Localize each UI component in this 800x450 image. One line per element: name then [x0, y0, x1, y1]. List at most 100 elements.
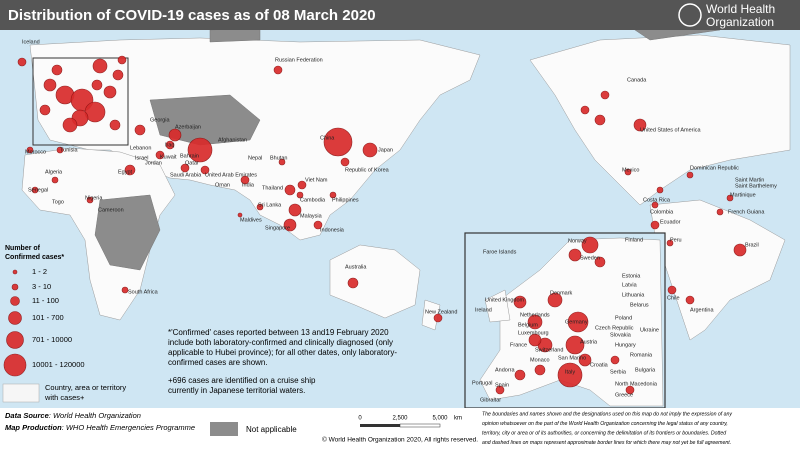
case-bubble: [557, 362, 583, 388]
case-bubble: [513, 295, 527, 309]
title: Distribution of COVID-19 cases as of 08 …: [8, 7, 376, 24]
case-bubble: [433, 313, 443, 323]
case-bubble: [624, 168, 632, 176]
scale-bar: 0 2,500 5,000 km: [358, 416, 462, 428]
country-label: Romania: [630, 352, 653, 358]
case-bubble: [124, 164, 136, 176]
legend-title: Confirmed cases*: [5, 254, 64, 261]
legend-text: Country, area or territory: [45, 383, 126, 392]
case-bubble: [633, 118, 647, 132]
inset-land: [484, 289, 511, 323]
legend-item: 10001 - 120000: [32, 360, 85, 369]
case-bubble: [43, 78, 57, 92]
country-label: United Kingdom: [485, 297, 525, 303]
case-bubble: [91, 79, 103, 91]
country-label: Kuwait: [160, 154, 177, 160]
country-label: Iceland: [22, 39, 40, 45]
country-label: Malaysia: [300, 213, 323, 219]
legend-bubble: [11, 283, 19, 291]
country-label: Algeria: [45, 169, 63, 175]
country-label: Slovakia: [610, 332, 632, 338]
country-label: Canada: [627, 77, 647, 83]
country-label: Ecuador: [660, 219, 681, 225]
case-bubble: [180, 163, 190, 173]
country-label: India: [242, 182, 255, 188]
country-label: United Arab Emirates: [205, 172, 257, 178]
country-label: Qatar: [185, 160, 199, 166]
inset-labels: Faroe Islands Norway Sweden Finland Estonia L…: [472, 236, 659, 403]
case-bubble: [237, 212, 243, 218]
country-label: Japan: [378, 147, 393, 153]
case-bubble: [610, 355, 620, 365]
org-name: Organization: [706, 15, 774, 29]
case-bubble: [726, 194, 734, 202]
disclaimer-line: territory, city or area or of its author…: [482, 430, 727, 436]
country-label: Ukraine: [640, 327, 659, 333]
country-label: Sri Lanka: [258, 202, 282, 208]
legend-bubble: [3, 353, 27, 377]
case-bubble: [187, 137, 213, 163]
country-label: Bulgaria: [635, 367, 656, 373]
case-bubble: [323, 127, 353, 157]
country-label: Faroe Islands: [483, 249, 517, 255]
case-bubble: [273, 65, 283, 75]
case-bubble: [329, 191, 337, 199]
case-bubble: [650, 220, 660, 230]
country-label: Saudi Arabia: [170, 172, 202, 178]
case-bubble: [51, 176, 59, 184]
case-bubble: [112, 69, 124, 81]
case-bubble: [117, 55, 127, 65]
legend-item: 3 - 10: [32, 282, 51, 291]
country-label: Lebanon: [130, 145, 151, 151]
country-label: Philippines: [332, 197, 359, 203]
legend-bubble: [6, 331, 24, 349]
country-label: Russian Federation: [275, 57, 323, 63]
country-label: Switzerland: [535, 347, 563, 353]
note-text: +696 cases are identified on a cruise sh…: [168, 376, 316, 385]
legend-bubble: [12, 269, 18, 275]
case-bubble: [256, 203, 264, 211]
country-label: Colombia: [650, 209, 674, 215]
case-bubble: [716, 208, 724, 216]
case-bubble: [340, 157, 350, 167]
case-bubble: [581, 236, 599, 254]
case-bubble: [240, 175, 250, 185]
case-bubble: [600, 90, 610, 100]
country-label: Senegal: [28, 187, 48, 193]
country-label: Monaco: [530, 357, 550, 363]
legend-items: 1 - 2 3 - 10 11 - 100 101 - 700 701 - 10000 1…: [3, 267, 85, 377]
case-bubble: [56, 146, 64, 154]
legend: Number of Confirmed cases* 1 - 2 3 - 10 11…: [2, 245, 126, 403]
case-bubble: [51, 64, 63, 76]
country-label: Germany: [565, 319, 588, 325]
country-label: Sweden: [580, 255, 600, 261]
country-label: Ireland: [475, 307, 492, 313]
note-text: *'Confirmed' cases reported between 13 a…: [168, 328, 389, 337]
country-label: Netherlands: [520, 312, 550, 318]
country-label: Costa Rica: [643, 197, 671, 203]
country-labels: Russian Federation Canada United States of…: [22, 39, 777, 315]
case-bubble: [625, 385, 635, 395]
country-label: Martinique: [730, 192, 756, 198]
scale-segment: [399, 423, 441, 428]
footer: [0, 408, 800, 450]
europe-frame: [32, 57, 129, 146]
country-label: Andorra: [495, 367, 516, 373]
case-bubble: [134, 124, 146, 136]
country-label: Croatia: [590, 362, 609, 368]
case-bubble: [283, 218, 297, 232]
case-bubble: [667, 285, 677, 295]
country-label: Bahrain: [180, 153, 199, 159]
country-label: Norway: [568, 238, 587, 244]
disclaimer-line: and dashed lines on maps represent appro…: [482, 440, 731, 446]
case-bubble: [733, 243, 747, 257]
scale-label: 5,000: [432, 416, 448, 422]
country-label: Indonesia: [320, 227, 345, 233]
note-text: confirmed cases are shown.: [168, 358, 268, 367]
country-label: Cameroon: [98, 207, 124, 213]
country-label: Estonia: [622, 273, 641, 279]
country-label: Italy: [565, 369, 575, 375]
country-label: Jordan: [145, 160, 162, 166]
case-bubble: [651, 201, 659, 209]
country-label: French Guiana: [728, 209, 765, 215]
